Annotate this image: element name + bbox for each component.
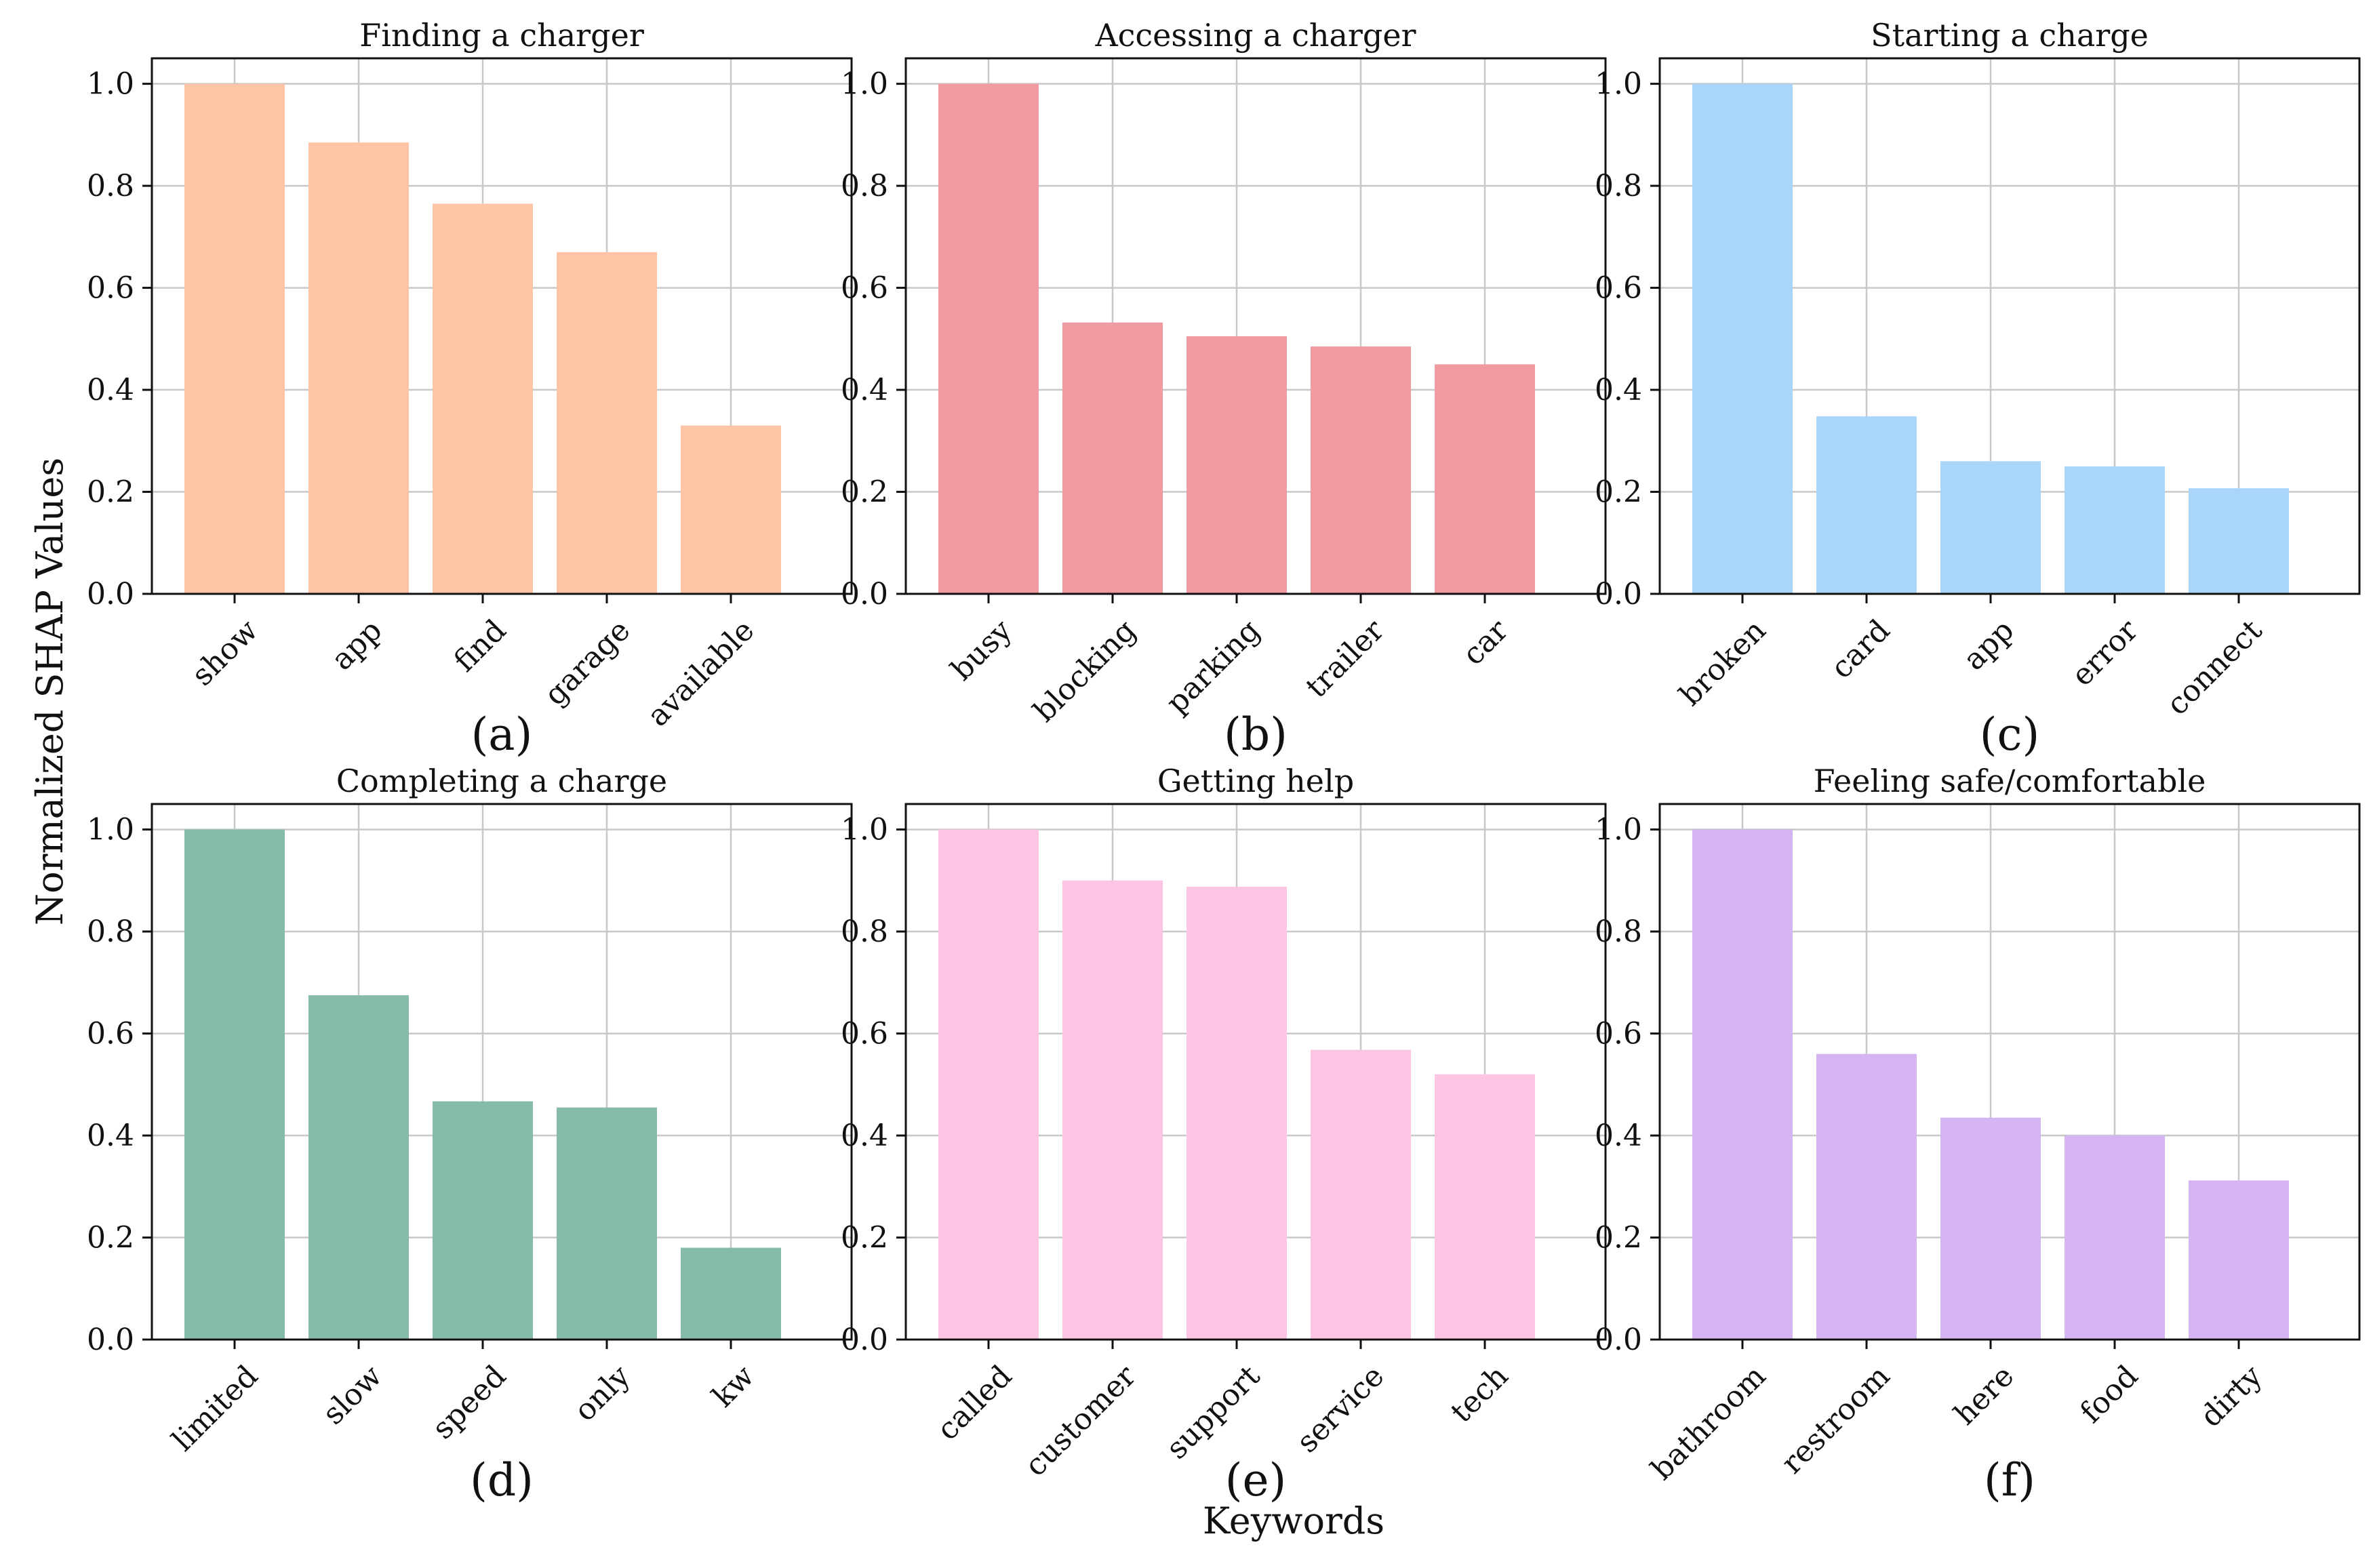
panel-c-y-tick-label: 0.8 — [1595, 169, 1642, 203]
panel-a-y-tick-label: 0.0 — [87, 577, 134, 611]
panel-b-y-tick-label: 0.6 — [841, 271, 888, 306]
panel-d-y-tick-label: 1.0 — [87, 813, 134, 847]
panel-e-y-tick-label: 0.2 — [841, 1221, 888, 1255]
panel-a-bar-available — [681, 425, 781, 594]
panel-e-bar-tech — [1435, 1074, 1535, 1340]
panel-c-bar-card — [1816, 416, 1917, 594]
panel-b-bar-parking — [1186, 336, 1287, 594]
panel-a-axes-frame — [151, 57, 853, 595]
panel-d-axes-frame — [151, 803, 853, 1341]
panel-b-bar-blocking — [1062, 322, 1163, 594]
panel-a-y-tick-label: 0.4 — [87, 373, 134, 407]
panel-e-y-tick-label: 0.4 — [841, 1119, 888, 1153]
panel-a-bar-app — [308, 142, 409, 595]
panel-c-y-tick-label: 0.2 — [1595, 475, 1642, 510]
panel-d-y-tick-label: 0.0 — [87, 1323, 134, 1357]
panel-f-y-tick-label: 0.2 — [1595, 1221, 1642, 1255]
panel-a-bar-find — [433, 203, 533, 594]
panel-b-axes-frame — [904, 57, 1607, 595]
panel-c-bar-broken — [1692, 83, 1793, 595]
panel-d-label: (d) — [470, 1454, 534, 1506]
panel-e-y-tick-label: 1.0 — [841, 813, 888, 847]
panel-b-bar-trailer — [1311, 346, 1411, 594]
panel-c-y-tick-label: 0.6 — [1595, 271, 1642, 306]
panel-e-label: (e) — [1225, 1454, 1287, 1506]
panel-c-bar-app — [1940, 461, 2041, 594]
panel-b-y-tick-label: 0.2 — [841, 475, 888, 510]
panel-f-axes-frame — [1658, 803, 2361, 1341]
x-axis-title: Keywords — [1203, 1500, 1384, 1542]
y-axis-title: Normalized SHAP Values — [28, 458, 71, 925]
panel-f-y-tick-label: 0.4 — [1595, 1119, 1642, 1153]
panel-d-y-tick-label: 0.6 — [87, 1017, 134, 1051]
panel-a-y-tick-label: 1.0 — [87, 67, 134, 102]
panel-c-bar-error — [2065, 466, 2165, 594]
panel-c-y-tick-label: 0.0 — [1595, 577, 1642, 611]
panel-a-y-tick-label: 0.6 — [87, 271, 134, 306]
panel-d-title: Completing a charge — [336, 763, 667, 799]
panel-f-bar-food — [2065, 1135, 2165, 1340]
panel-d-bar-speed — [433, 1101, 533, 1340]
panel-c-bar-connect — [2189, 488, 2289, 594]
panel-b-label: (b) — [1224, 708, 1288, 761]
panel-b-y-tick-label: 1.0 — [841, 67, 888, 102]
panel-c-axes-frame — [1658, 57, 2361, 595]
panel-d-bar-only — [557, 1107, 657, 1340]
panel-c-y-tick-label: 1.0 — [1595, 67, 1642, 102]
panel-b-bar-busy — [938, 83, 1039, 595]
panel-d-y-tick-label: 0.4 — [87, 1119, 134, 1153]
panel-d-bar-kw — [681, 1247, 781, 1340]
panel-d-bar-slow — [308, 995, 409, 1340]
panel-e-bar-support — [1186, 886, 1287, 1340]
panel-d-y-tick-label: 0.2 — [87, 1221, 134, 1255]
panel-f-bar-bathroom — [1692, 829, 1793, 1340]
panel-b-y-tick-label: 0.8 — [841, 169, 888, 203]
panel-b-y-tick-label: 0.4 — [841, 373, 888, 407]
panel-a-y-tick-label: 0.8 — [87, 169, 134, 203]
panel-c-title: Starting a charge — [1871, 17, 2149, 54]
panel-f-y-tick-label: 0.8 — [1595, 914, 1642, 949]
panel-a-label: (a) — [471, 708, 533, 761]
panel-e-bar-service — [1311, 1049, 1411, 1340]
panel-b-title: Accessing a charger — [1094, 17, 1416, 54]
panel-e-bar-called — [938, 829, 1039, 1340]
panel-a-title: Finding a charger — [359, 17, 644, 54]
panel-f-bar-dirty — [2189, 1180, 2289, 1340]
panel-f-bar-here — [1940, 1117, 2041, 1340]
panel-b-y-tick-label: 0.0 — [841, 577, 888, 611]
panel-c-label: (c) — [1980, 708, 2039, 761]
panel-e-y-tick-label: 0.6 — [841, 1017, 888, 1051]
panel-f-title: Feeling safe/comfortable — [1814, 763, 2206, 799]
panel-e-y-tick-label: 0.0 — [841, 1323, 888, 1357]
panel-f-bar-restroom — [1816, 1053, 1917, 1340]
panel-e-title: Getting help — [1157, 763, 1354, 799]
panel-e-bar-customer — [1062, 880, 1163, 1340]
panel-a-y-tick-label: 0.2 — [87, 475, 134, 510]
panel-a-bar-garage — [557, 252, 657, 594]
panel-b-bar-car — [1435, 364, 1535, 594]
panel-c-y-tick-label: 0.4 — [1595, 373, 1642, 407]
panel-d-y-tick-label: 0.8 — [87, 914, 134, 949]
panel-a-bar-show — [184, 83, 285, 595]
panel-d-bar-limited — [184, 829, 285, 1340]
panel-f-label: (f) — [1984, 1454, 2035, 1506]
panel-f-y-tick-label: 0.0 — [1595, 1323, 1642, 1357]
panel-f-y-tick-label: 1.0 — [1595, 813, 1642, 847]
panel-e-y-tick-label: 0.8 — [841, 914, 888, 949]
panel-f-y-tick-label: 0.6 — [1595, 1017, 1642, 1051]
panel-e-axes-frame — [904, 803, 1607, 1341]
